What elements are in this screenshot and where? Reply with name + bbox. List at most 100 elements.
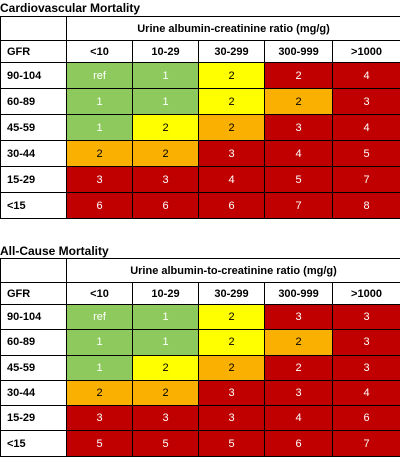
risk-cell: 3 (264, 114, 333, 141)
risk-cell: 4 (331, 114, 400, 141)
risk-cell: 4 (198, 166, 265, 193)
risk-cell: 3 (132, 166, 199, 193)
risk-cell: 4 (264, 140, 333, 167)
risk-cell: 1 (66, 354, 133, 381)
risk-cell: 2 (264, 354, 333, 381)
risk-cell: 2 (198, 329, 265, 356)
gfr-row-label: 60-89 (0, 329, 67, 356)
gfr-row-label: 60-89 (0, 88, 67, 115)
corner-cell (0, 258, 67, 283)
risk-cell: 6 (132, 192, 199, 219)
all-cause-title: All-Cause Mortality (0, 244, 109, 258)
ratio-header: Urine albumin-creatinine ratio (mg/g) (65, 16, 400, 41)
risk-cell: 7 (332, 430, 400, 457)
risk-cell: 2 (132, 140, 199, 167)
risk-cell: 4 (332, 379, 400, 407)
ratio-header: Urine albumin-to-creatinine ratio (mg/g) (66, 258, 400, 283)
all-cause-table: Urine albumin-to-creatinine ratio (mg/g)… (0, 258, 400, 457)
gfr-row-label: 90-104 (0, 303, 67, 331)
table-row: 90-104 ref 1 2 3 3 (0, 303, 400, 331)
risk-cell: 8 (331, 192, 400, 219)
risk-cell: 7 (264, 192, 333, 219)
column-header: <10 (66, 282, 133, 305)
table-row: 15-29 3 3 3 4 6 (0, 405, 400, 432)
cardiovascular-table: Urine albumin-creatinine ratio (mg/g) GFR… (0, 16, 400, 219)
gfr-row-label: <15 (0, 192, 67, 219)
risk-cell: 1 (66, 88, 133, 115)
risk-cell: 4 (331, 62, 400, 89)
column-header: 10-29 (132, 40, 199, 63)
table-row: 30-44 2 2 3 4 5 (0, 140, 400, 167)
table-row: 45-59 1 2 2 2 3 (0, 354, 400, 381)
risk-cell: 6 (332, 405, 400, 432)
gfr-header: GFR (0, 40, 67, 63)
gfr-header: GFR (0, 282, 67, 305)
risk-cell: 2 (264, 62, 333, 89)
risk-cell: 3 (264, 303, 333, 331)
risk-cell: 2 (198, 354, 265, 381)
column-header: 30-299 (198, 282, 265, 305)
risk-cell: 2 (132, 354, 199, 381)
risk-cell: 2 (264, 88, 333, 115)
risk-cell: 3 (198, 379, 265, 407)
risk-cell: 3 (66, 166, 133, 193)
risk-cell: 1 (132, 88, 199, 115)
risk-cell: 1 (132, 329, 199, 356)
risk-cell: 2 (264, 329, 333, 356)
risk-cell: 3 (198, 140, 265, 167)
risk-cell: 2 (198, 62, 265, 89)
risk-cell: 7 (331, 166, 400, 193)
risk-cell: 3 (332, 354, 400, 381)
column-header: 300-999 (264, 282, 333, 305)
risk-cell: 3 (198, 405, 265, 432)
gfr-row-label: 30-44 (0, 140, 67, 167)
table-row: 45-59 1 2 2 3 4 (0, 114, 400, 141)
column-header: 30-299 (198, 40, 265, 63)
risk-cell: 5 (331, 140, 400, 167)
risk-cell: 1 (66, 329, 133, 356)
risk-cell: 3 (332, 303, 400, 331)
risk-cell: 6 (66, 192, 133, 219)
risk-cell: 2 (198, 88, 265, 115)
table-row: 15-29 3 3 4 5 7 (0, 166, 400, 193)
risk-cell: 5 (264, 166, 333, 193)
gfr-row-label: 15-29 (0, 405, 67, 432)
gfr-row-label: 90-104 (0, 62, 67, 89)
risk-cell: 3 (66, 405, 133, 432)
risk-cell: 2 (198, 114, 265, 141)
table-row: <15 6 6 6 7 8 (0, 192, 400, 219)
table-row: 60-89 1 1 2 2 3 (0, 88, 400, 115)
table-row: 30-44 2 2 3 3 4 (0, 379, 400, 407)
column-header: >1000 (332, 282, 400, 305)
table-row: 90-104 ref 1 2 2 4 (0, 62, 400, 89)
table-row: 60-89 1 1 2 2 3 (0, 329, 400, 356)
risk-cell: ref (66, 303, 133, 331)
column-header: 300-999 (264, 40, 333, 63)
risk-cell: 5 (132, 430, 199, 457)
risk-cell: 3 (132, 405, 199, 432)
risk-cell: 2 (132, 114, 199, 141)
risk-cell: 5 (198, 430, 265, 457)
risk-cell: 1 (132, 303, 199, 331)
gfr-row-label: 45-59 (0, 354, 67, 381)
column-header: 10-29 (132, 282, 199, 305)
table-row: <15 5 5 5 6 7 (0, 430, 400, 457)
risk-cell: 1 (132, 62, 199, 89)
risk-cell: 6 (198, 192, 265, 219)
gfr-row-label: 15-29 (0, 166, 67, 193)
risk-cell: 5 (66, 430, 133, 457)
risk-cell: 2 (66, 379, 133, 407)
risk-cell: ref (66, 62, 133, 89)
gfr-row-label: 45-59 (0, 114, 67, 141)
corner-cell (0, 16, 67, 41)
risk-cell: 3 (264, 379, 333, 407)
gfr-row-label: 30-44 (0, 379, 67, 407)
gfr-row-label: <15 (0, 430, 67, 457)
risk-cell: 1 (66, 114, 133, 141)
risk-cell: 3 (331, 88, 400, 115)
risk-cell: 2 (132, 379, 199, 407)
risk-cell: 2 (198, 303, 265, 331)
risk-cell: 2 (66, 140, 133, 167)
risk-cell: 4 (264, 405, 333, 432)
column-header: >1000 (331, 40, 400, 63)
